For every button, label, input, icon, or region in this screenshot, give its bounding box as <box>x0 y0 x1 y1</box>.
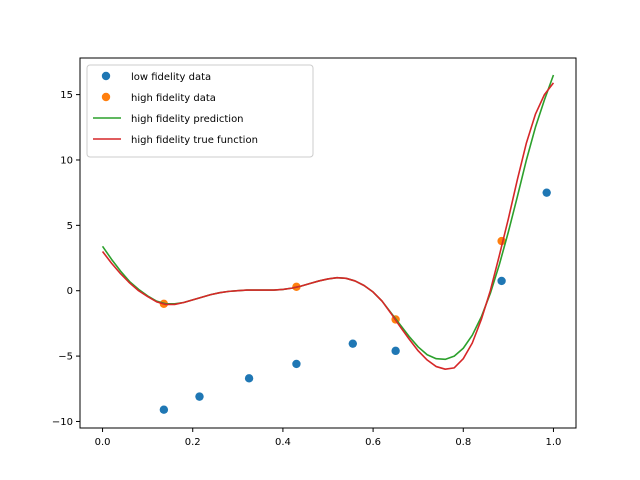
scatter-point <box>348 339 357 348</box>
legend-label: high fidelity data <box>131 93 216 104</box>
y-axis: −10 −5 0 5 10 15 <box>52 90 80 428</box>
legend-label: high fidelity true function <box>131 135 258 146</box>
y-tick-label: 15 <box>60 90 73 101</box>
scatter-point <box>159 405 169 414</box>
scatter-point <box>497 276 506 286</box>
legend-box <box>86 64 314 158</box>
y-tick-label: −5 <box>58 352 73 363</box>
legend-marker <box>101 92 111 102</box>
x-tick-label: 0.8 <box>455 437 471 448</box>
x-tick-label: 1.0 <box>546 437 562 448</box>
scatter-point <box>542 188 551 197</box>
x-tick-label: 0.2 <box>185 437 201 448</box>
legend-marker <box>101 71 111 81</box>
scatter-point <box>391 346 400 356</box>
plot-area <box>101 74 555 414</box>
y-tick-label: 10 <box>60 155 73 166</box>
legend-label: low fidelity data <box>131 72 211 83</box>
scatter-point <box>195 392 204 401</box>
y-tick-label: −10 <box>52 417 73 428</box>
legend: low fidelity data high fidelity data high … <box>86 64 314 158</box>
scatter-point <box>292 359 301 369</box>
y-tick-label: 5 <box>67 221 73 232</box>
x-axis: 0.0 0.2 0.4 0.6 0.8 1.0 <box>95 428 562 448</box>
axes-frame <box>79 57 577 429</box>
x-tick-label: 0.6 <box>365 437 381 448</box>
x-tick-label: 0.4 <box>275 437 291 448</box>
legend-label: high fidelity prediction <box>131 114 244 125</box>
x-tick-label: 0.0 <box>95 437 111 448</box>
scatter-point <box>244 374 254 383</box>
series-line <box>101 82 555 370</box>
y-tick-label: 0 <box>67 286 73 297</box>
